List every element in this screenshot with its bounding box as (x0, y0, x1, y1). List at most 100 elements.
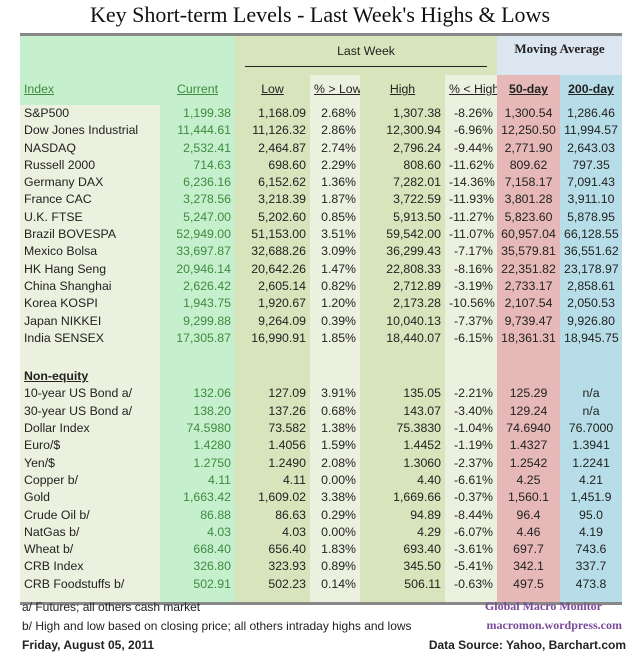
low-value: 698.60 (235, 156, 310, 175)
ma-50-day: 4.46 (497, 523, 560, 542)
pct-above-low: 2.68% (310, 105, 360, 123)
pct-above-low: 0.39% (310, 312, 360, 330)
index-name: India SENSEX (20, 329, 160, 348)
low-value: 502.23 (235, 575, 310, 594)
ma-200-day: 95.0 (560, 506, 623, 524)
low-value: 1,920.67 (235, 295, 310, 313)
col-current: Current (160, 75, 235, 105)
current-value: 502.91 (160, 575, 235, 594)
index-name: 30-year US Bond a/ (20, 402, 160, 421)
ma-200-day: 11,994.57 (560, 122, 623, 140)
table-row: Mexico Bolsa 33,697.87 32,688.26 3.09% 36,29… (20, 243, 623, 261)
low-value: 16,990.91 (235, 329, 310, 348)
ma-200-day: 743.6 (560, 541, 623, 559)
footnote-b: b/ High and low based on closing price; … (22, 619, 412, 633)
ma-50-day: 9,739.47 (497, 312, 560, 330)
ma-50-day: 2,771.90 (497, 139, 560, 157)
low-value: 6,152.62 (235, 174, 310, 192)
ma-200-day: n/a (560, 385, 623, 403)
ma-200-day: 2,858.61 (560, 277, 623, 296)
ma-200-day: 1,451.9 (560, 489, 623, 507)
current-value: 6,236.16 (160, 174, 235, 192)
low-value: 1.2490 (235, 454, 310, 472)
high-value: 1,669.66 (360, 489, 445, 507)
col-200-day: 200-day (560, 75, 623, 105)
index-name: NASDAQ (20, 139, 160, 157)
table-row: Russell 2000 714.63 698.60 2.29% 808.60 -11.6… (20, 156, 623, 175)
pct-above-low: 1.47% (310, 260, 360, 278)
high-value: 5,913.50 (360, 208, 445, 227)
pct-below-high: -6.96% (445, 122, 497, 140)
high-value: 1.4452 (360, 437, 445, 455)
group-header-row: Last Week Moving Average (20, 36, 623, 75)
current-value: 74.5980 (160, 420, 235, 438)
current-value: 714.63 (160, 156, 235, 175)
low-value: 1,168.09 (235, 105, 310, 123)
pct-above-low: 0.29% (310, 506, 360, 524)
ma-200-day: 66,128.55 (560, 226, 623, 244)
pct-above-low: 3.09% (310, 243, 360, 261)
index-name: Crude Oil b/ (20, 506, 160, 524)
current-value: 4.11 (160, 471, 235, 490)
brand-name: Global Macro Monitor (484, 599, 602, 613)
ma-200-day: 36,551.62 (560, 243, 623, 261)
ma-200-day: 5,878.95 (560, 208, 623, 227)
table-row: Copper b/4.11 4.11 0.00% 4.40 -6.61% 4.25 4.21 (20, 471, 623, 490)
col-pct-below-high: % < High (445, 75, 497, 105)
table-row: CRB Index 326.80 323.93 0.89% 345.50 -5.41% 34… (20, 558, 623, 576)
index-name: Germany DAX (20, 174, 160, 192)
ma-50-day: 1,560.1 (497, 489, 560, 507)
table-row: S&P500 1,199.38 1,168.09 2.68% 1,307.38 -8.26… (20, 105, 623, 123)
ma-50-day: 2,733.17 (497, 277, 560, 296)
index-name: HK Hang Seng (20, 260, 160, 278)
pct-above-low: 3.38% (310, 489, 360, 507)
index-name: Brazil BOVESPA (20, 226, 160, 244)
ma-50-day: 497.5 (497, 575, 560, 594)
pct-above-low: 1.83% (310, 541, 360, 559)
index-name: Mexico Bolsa (20, 243, 160, 261)
pct-above-low: 0.00% (310, 471, 360, 490)
pct-above-low: 1.38% (310, 420, 360, 438)
low-value: 1,609.02 (235, 489, 310, 507)
high-value: 1.3060 (360, 454, 445, 472)
brand-site[interactable]: macromon.wordpress.com (486, 618, 622, 632)
current-value: 17,305.87 (160, 329, 235, 348)
low-value: 9,264.09 (235, 312, 310, 330)
current-value: 9,299.88 (160, 312, 235, 330)
table-row: Korea KOSPI 1,943.75 1,920.67 1.20% 2,173.28… (20, 295, 623, 313)
pct-below-high: -1.04% (445, 420, 497, 438)
high-value: 10,040.13 (360, 312, 445, 330)
index-name: Russell 2000 (20, 156, 160, 175)
ma-50-day: 7,158.17 (497, 174, 560, 192)
index-name: S&P500 (20, 105, 160, 123)
footnote-a: a/ Futures; all others cash market (22, 600, 201, 614)
pct-below-high: -6.15% (445, 329, 497, 348)
high-value: 7,282.01 (360, 174, 445, 192)
low-value: 656.40 (235, 541, 310, 559)
ma-50-day: 22,351.82 (497, 260, 560, 278)
index-name: France CAC (20, 191, 160, 209)
pct-above-low: 2.08% (310, 454, 360, 472)
current-value: 1.2750 (160, 454, 235, 472)
ma-50-day: 3,801.28 (497, 191, 560, 209)
pct-above-low: 2.86% (310, 122, 360, 140)
ma-50-day: 2,107.54 (497, 295, 560, 313)
table-row: Wheat b/668.40 656.40 1.83% 693.40 -3.61% 697… (20, 541, 623, 559)
pct-below-high: -0.63% (445, 575, 497, 594)
table-row: NatGas b/4.03 4.03 0.00% 4.29 -6.07% 4.46 4.19 (20, 523, 623, 542)
low-value: 32,688.26 (235, 243, 310, 261)
ma-50-day: 125.29 (497, 385, 560, 403)
pct-above-low: 1.20% (310, 295, 360, 313)
pct-below-high: -2.37% (445, 454, 497, 472)
low-value: 1.4056 (235, 437, 310, 455)
ma-50-day: 5,823.60 (497, 208, 560, 227)
ma-200-day: 76.7000 (560, 420, 623, 438)
high-value: 135.05 (360, 385, 445, 403)
pct-below-high: -11.62% (445, 156, 497, 175)
table-row: China Shanghai 2,626.42 2,605.14 0.82% 2,712… (20, 277, 623, 296)
low-value: 3,218.39 (235, 191, 310, 209)
pct-below-high: -14.36% (445, 174, 497, 192)
low-value: 2,605.14 (235, 277, 310, 296)
pct-below-high: -3.61% (445, 541, 497, 559)
low-value: 4.03 (235, 523, 310, 542)
